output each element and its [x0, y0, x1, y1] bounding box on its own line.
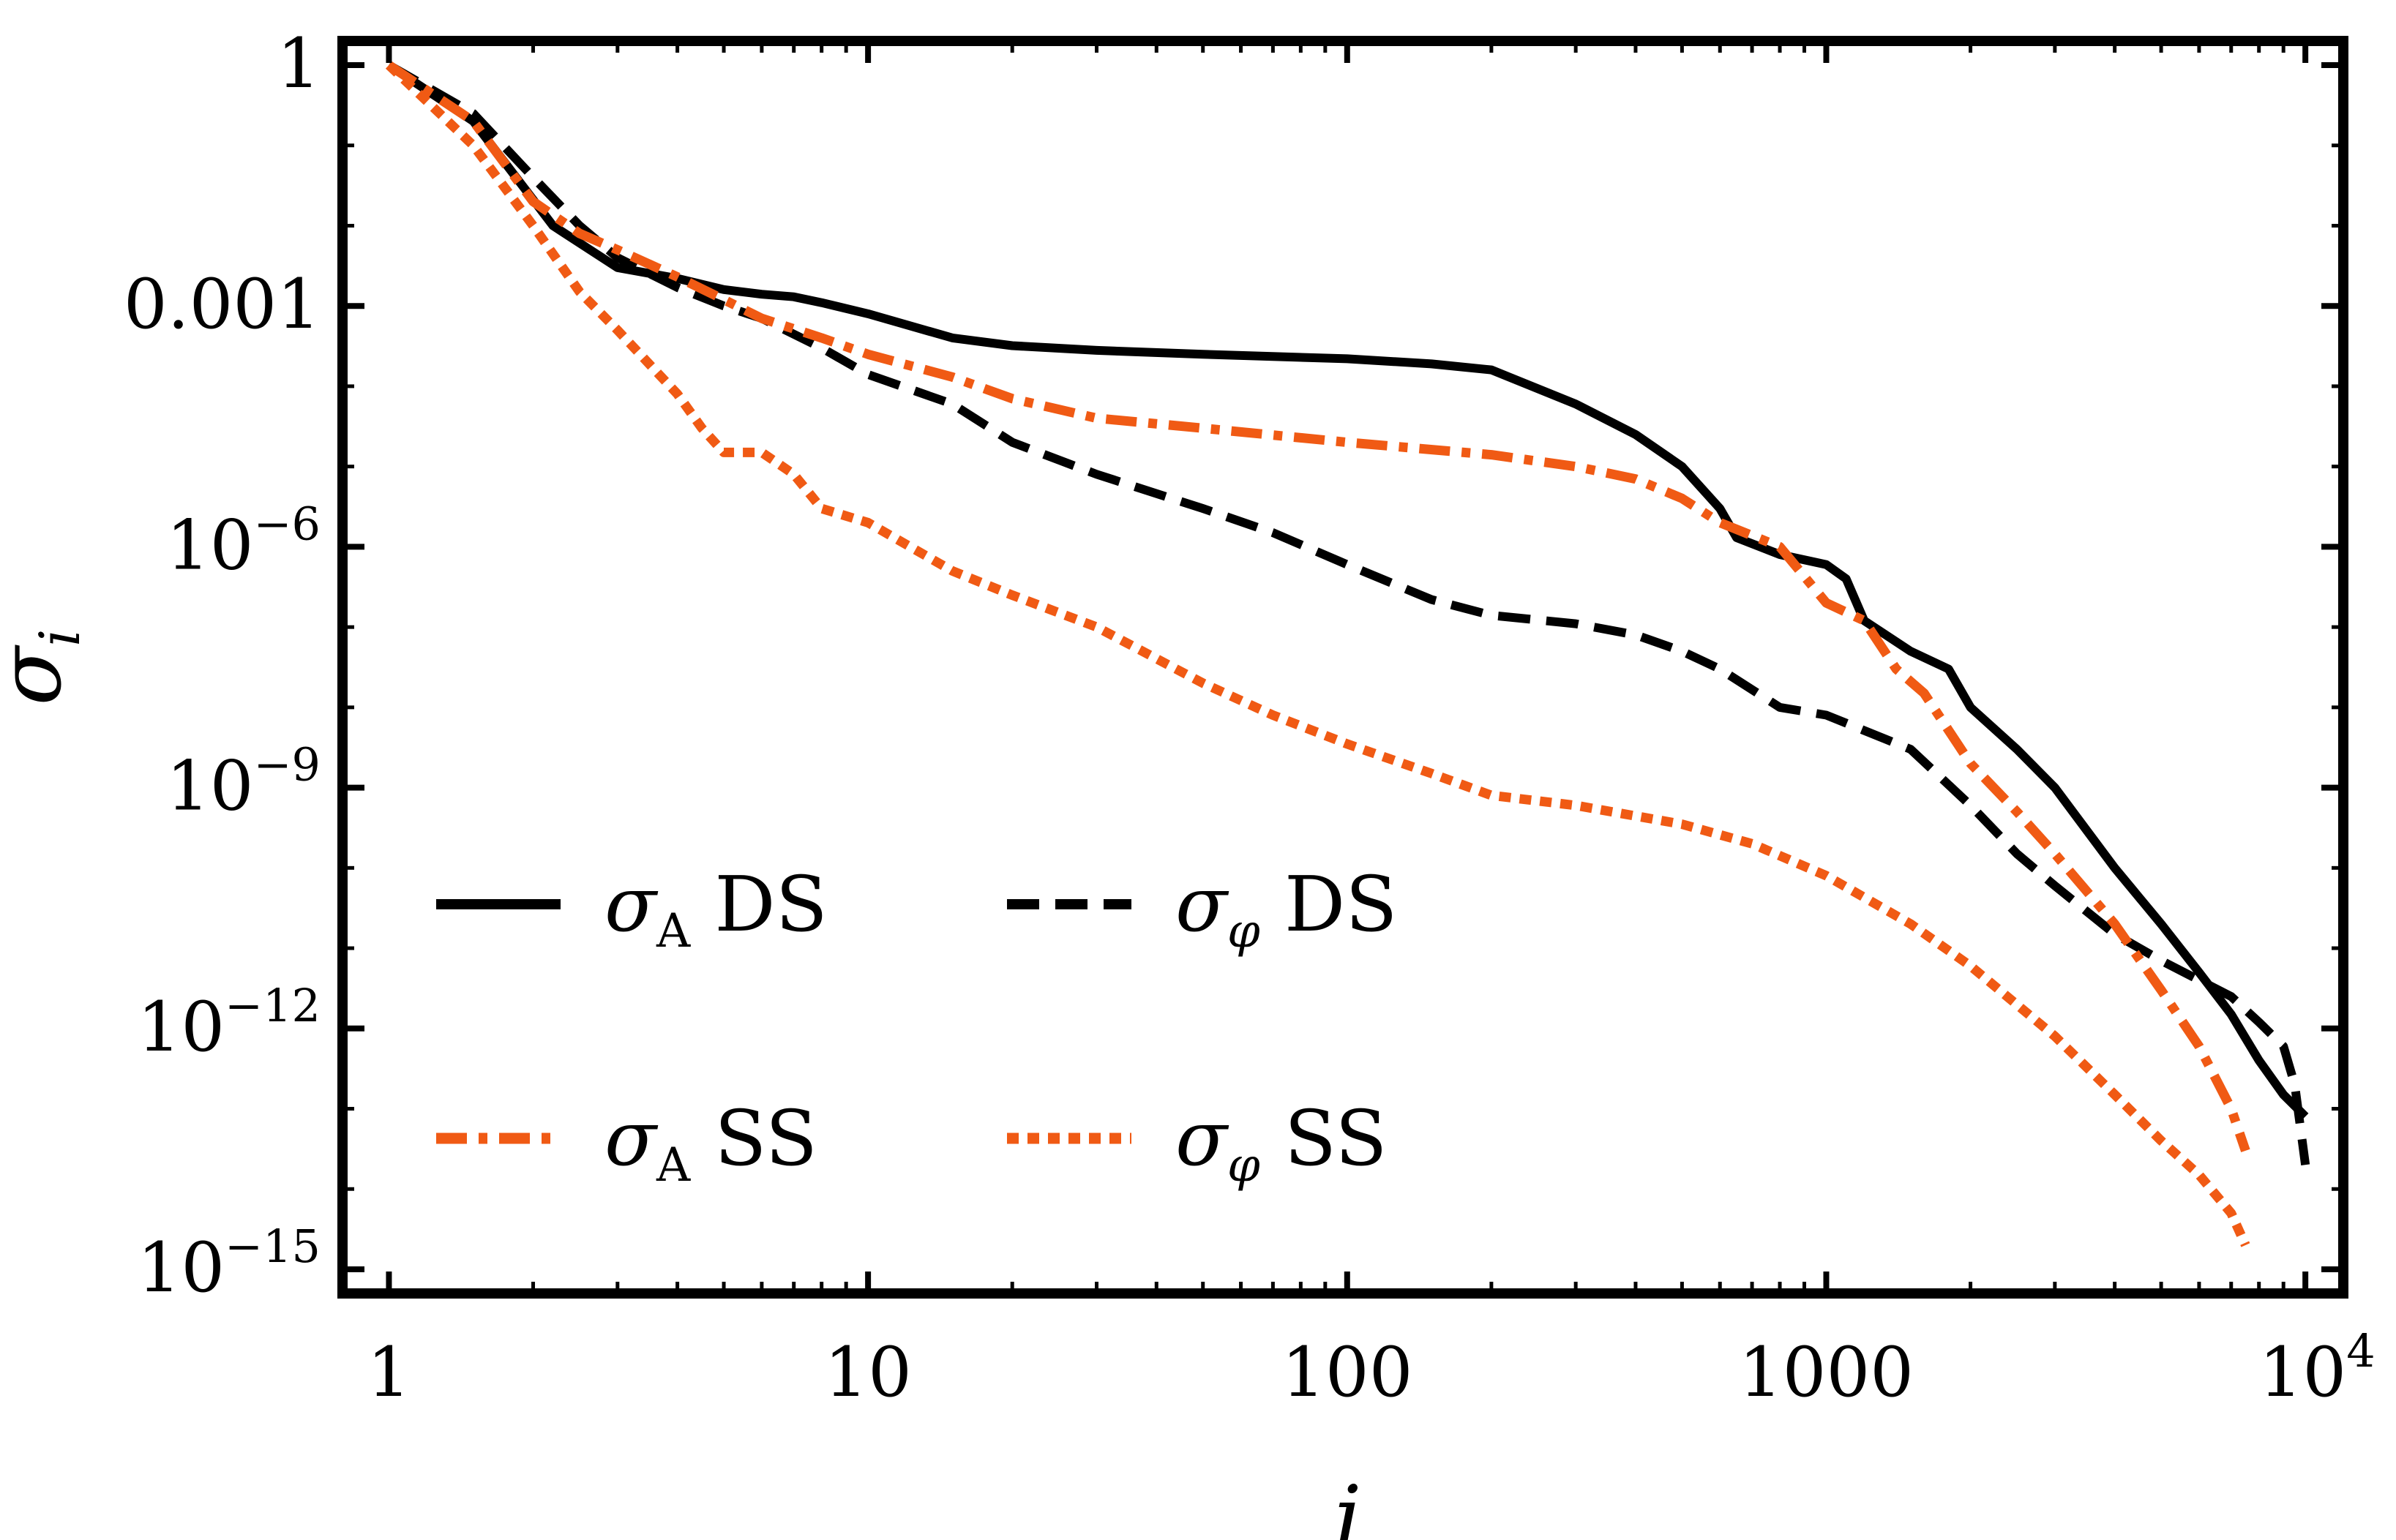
y-tick-label-1: 0.001 [124, 265, 321, 345]
series-line-3 [385, 61, 2250, 1247]
y-tick-label-5: 10−15 [138, 1220, 321, 1308]
y-axis-title-subscript: i [27, 629, 92, 647]
y-tick-label-4: 10−12 [138, 979, 321, 1067]
y-tick-label-0: 1 [277, 24, 321, 104]
series-line-0 [386, 61, 2309, 1120]
legend-label-2: σA SS [604, 1094, 817, 1192]
legend-label-0: σA DS [604, 860, 828, 958]
y-tick-label-3: 10−9 [166, 738, 321, 827]
y-axis-title-symbol: σ [0, 644, 81, 705]
x-tick-label-4: 104 [2259, 1324, 2376, 1413]
legend: σA DS σφ DS σA SS σφ SS [436, 860, 1398, 1192]
svg-text:σi: σi [0, 629, 92, 706]
y-tick-labels: 1 0.001 10−6 10−9 10−12 10−15 [124, 24, 321, 1308]
legend-label-3: σφ SS [1175, 1094, 1388, 1192]
series-line-1 [386, 61, 2310, 1165]
series-layer [385, 61, 2310, 1247]
ticks-layer [342, 41, 2343, 1293]
x-tick-label-0: 1 [367, 1333, 411, 1413]
x-tick-label-1: 10 [824, 1333, 912, 1413]
x-axis-title: i [1334, 1467, 1362, 1540]
x-tick-label-2: 100 [1281, 1333, 1412, 1413]
plot-frame [337, 36, 2348, 1299]
legend-label-1: σφ DS [1175, 860, 1398, 958]
y-axis-title: σi [0, 629, 92, 706]
x-tick-label-3: 1000 [1739, 1333, 1914, 1413]
series-line-2 [386, 61, 2250, 1153]
x-tick-labels: 1 10 100 1000 104 [367, 1324, 2376, 1413]
y-tick-label-2: 10−6 [166, 497, 321, 585]
